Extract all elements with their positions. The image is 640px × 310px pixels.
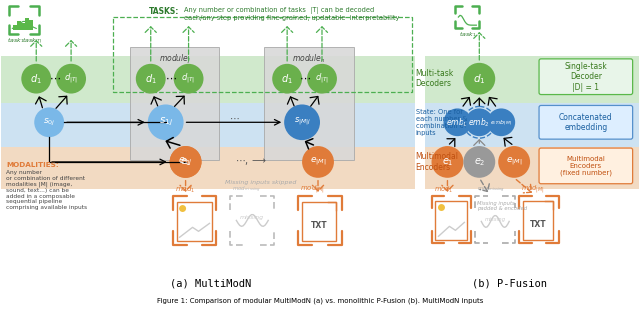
Bar [435,201,467,240]
Text: $s_{0j}$: $s_{0j}$ [43,117,56,128]
Circle shape [170,146,202,178]
Text: (b) P-Fusion: (b) P-Fusion [472,279,547,289]
Text: $mod_1$: $mod_1$ [175,184,195,195]
Text: $s_{|M|j}$: $s_{|M|j}$ [294,116,310,128]
Text: Multi-task
Decoders: Multi-task Decoders [415,69,454,88]
Text: $task_1$: $task_1$ [459,30,476,39]
Text: TXT: TXT [530,220,547,229]
Text: $mod_{missing}$: $mod_{missing}$ [477,184,505,195]
Bar [17,21,21,30]
Circle shape [431,146,463,178]
Text: $d_1$: $d_1$ [473,72,486,86]
Circle shape [173,64,204,94]
Text: State: One for
each number &
combination of
inputs: State: One for each number & combination… [415,109,467,136]
Bar [1,56,415,104]
Text: $task_1$: $task_1$ [6,36,24,45]
Circle shape [487,108,515,136]
Circle shape [444,108,471,136]
Text: TASKS:: TASKS: [148,7,179,16]
Circle shape [170,146,202,178]
Circle shape [284,104,320,140]
Text: $e_{|M|}$: $e_{|M|}$ [506,156,522,168]
Text: Any number or combination of tasks  |T| can be decoded
each/any step providing f: Any number or combination of tasks |T| c… [184,7,399,21]
Circle shape [148,104,184,140]
Text: $mod_1$: $mod_1$ [433,184,452,195]
Text: $\cdots$: $\cdots$ [164,72,177,83]
Bar [29,20,33,30]
FancyBboxPatch shape [130,47,220,160]
Circle shape [136,64,166,94]
Circle shape [56,64,86,94]
Text: $\cdots, \longrightarrow$: $\cdots, \longrightarrow$ [236,157,268,167]
Text: $task_{|T|}$: $task_{|T|}$ [22,36,42,45]
Circle shape [35,108,64,137]
Text: $d_1$: $d_1$ [281,72,293,86]
Text: Missing inputs skipped: Missing inputs skipped [225,180,297,185]
Text: $\cdots$: $\cdots$ [229,114,240,123]
Text: $emb_1$: $emb_1$ [447,116,468,129]
Circle shape [21,64,51,94]
Text: $d_1$: $d_1$ [145,72,157,86]
Text: Any number
or combination of different
modalities |M| (image,
sound, text...) ca: Any number or combination of different m… [6,170,88,210]
Text: TXT: TXT [310,221,327,230]
Circle shape [498,146,530,178]
Bar [26,18,29,30]
Circle shape [272,64,302,94]
Circle shape [463,63,495,95]
Text: Single-task
Decoder
|D| = 1: Single-task Decoder |D| = 1 [564,62,607,92]
Circle shape [307,64,337,94]
Circle shape [438,204,445,211]
Bar [424,56,639,104]
Text: $e_{|M|}$: $e_{|M|}$ [310,156,326,168]
Text: Figure 1: Comparison of modular MultiModN (a) vs. monolithic P-Fusion (b). Multi: Figure 1: Comparison of modular MultiMod… [157,297,483,304]
Bar [1,147,415,189]
Text: $d_{|T|}$: $d_{|T|}$ [182,72,196,86]
Text: $e_{1j}$: $e_{1j}$ [179,156,193,168]
Text: Missing inputs
padded & encoded: Missing inputs padded & encoded [477,201,527,211]
Text: $s_{1j}$: $s_{1j}$ [159,116,173,129]
Bar [424,104,639,147]
Text: $module_n$: $module_n$ [292,53,326,65]
Text: missing: missing [240,215,264,220]
FancyBboxPatch shape [539,148,632,184]
FancyBboxPatch shape [539,59,632,95]
Text: $emb_{|M|}$: $emb_{|M|}$ [490,118,512,126]
Circle shape [463,146,495,178]
Bar [13,25,17,30]
FancyBboxPatch shape [539,105,632,139]
Text: $e_2$: $e_2$ [474,156,485,168]
Text: $\cdots$: $\cdots$ [299,72,311,83]
Text: Multimodal
Encoders: Multimodal Encoders [415,152,459,172]
Text: $e_1$: $e_1$ [442,156,453,168]
Text: $d_{|T|}$: $d_{|T|}$ [315,72,329,86]
Text: (a) MultiModN: (a) MultiModN [170,279,251,289]
Bar [424,147,639,189]
Bar [1,104,415,147]
Text: MODALITIES:: MODALITIES: [6,162,59,168]
Bar [302,202,336,241]
Text: Multimodal
Encoders
(fixed number): Multimodal Encoders (fixed number) [560,156,612,176]
Text: Concatenated
embedding: Concatenated embedding [559,113,612,132]
Text: $mod_{missing}$: $mod_{missing}$ [232,184,261,195]
FancyBboxPatch shape [264,47,354,160]
Circle shape [465,108,493,136]
Bar [177,202,212,241]
Text: missing: missing [484,217,506,223]
Text: $d_1$: $d_1$ [30,72,42,86]
Circle shape [302,146,334,178]
Text: $mod_{|M|}$: $mod_{|M|}$ [521,183,545,195]
Text: $\cdots$: $\cdots$ [49,72,61,83]
Text: $d_{|T|}$: $d_{|T|}$ [64,72,78,86]
Bar [21,23,25,30]
Bar [523,201,553,240]
Circle shape [179,205,186,212]
Text: $mod_{|M|}$: $mod_{|M|}$ [300,183,324,195]
Text: $e_1$: $e_1$ [180,156,191,168]
Text: $module_j$: $module_j$ [159,53,191,66]
Text: $emb_2$: $emb_2$ [468,116,490,129]
